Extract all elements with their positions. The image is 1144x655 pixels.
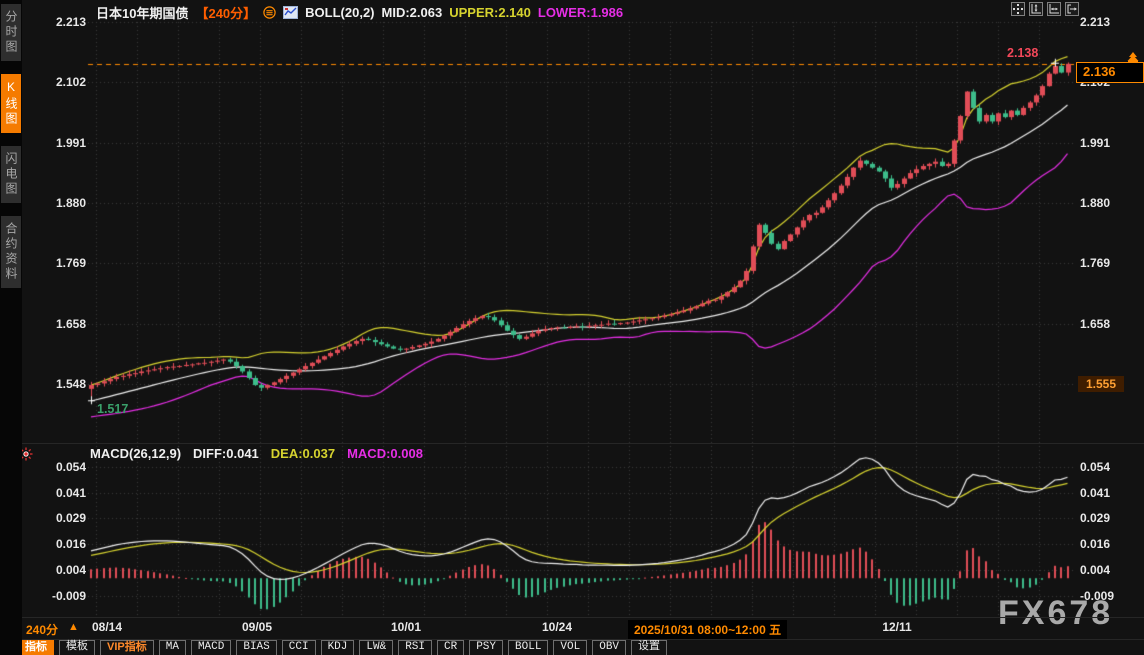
macd-axis-label-left: 0.004 [55, 562, 86, 577]
macd-axis-label-right: 0.054 [1080, 460, 1111, 474]
tab-OBV[interactable]: OBV [592, 639, 627, 655]
price-axis-label-right: 1.991 [1080, 135, 1111, 150]
macd-axis-label-right: 0.041 [1080, 485, 1111, 500]
high-price-label: 2.138 [1007, 46, 1039, 60]
tab-MA[interactable]: MA [158, 639, 186, 655]
mini-chart-icon[interactable] [283, 6, 299, 19]
tab-指标[interactable]: 指标 [18, 639, 54, 655]
tab-MACD[interactable]: MACD [190, 639, 232, 655]
panel-divider [22, 443, 1144, 444]
tab-模板[interactable]: 模板 [59, 639, 95, 655]
exit-icon[interactable] [1065, 2, 1079, 16]
macd-indicator-label: MACD(26,12,9) [90, 446, 182, 461]
price-axis-label-right: 1.769 [1080, 256, 1111, 271]
tab-RSI[interactable]: RSI [398, 639, 432, 655]
tab-BOLL[interactable]: BOLL [508, 639, 549, 655]
tab-PSY[interactable]: PSY [469, 639, 504, 655]
macd-axis-label-right: 0.029 [1080, 511, 1111, 526]
macd-axis-label-right: 0.004 [1080, 562, 1111, 577]
macd-axis-label-left: 0.016 [55, 537, 86, 552]
boll-mid-value: MID:2.063 [381, 5, 443, 20]
sidebar-item-K线图[interactable]: K线图 [1, 74, 21, 133]
boll-upper-value: UPPER:2.140 [449, 5, 531, 20]
macd-axis-label-right: 0.016 [1080, 537, 1111, 552]
x-axis-tick-09/05: 09/05 [241, 620, 273, 634]
price-axis-label-left: 2.102 [55, 75, 86, 90]
price-axis-label-left: 1.991 [55, 135, 86, 150]
macd-axis-label-left: -0.009 [51, 588, 86, 603]
circle-menu-icon[interactable] [263, 6, 276, 19]
price-axis-label-left: 1.769 [55, 256, 86, 271]
period-label: 【240分】 [195, 6, 257, 21]
tab-设置[interactable]: 设置 [631, 639, 668, 655]
boll-indicator-label: BOLL(20,2) [305, 5, 375, 20]
price-axis-label-left: 2.213 [55, 15, 86, 29]
tab-LW&[interactable]: LW& [359, 639, 394, 655]
tab-CCI[interactable]: CCI [281, 639, 316, 655]
session-highlight-label: 2025/10/31 08:00~12:00 五 [628, 620, 788, 639]
price-axis-label-right: 1.880 [1080, 195, 1111, 210]
fit-x-axis-icon[interactable] [1047, 2, 1061, 16]
tab-CR[interactable]: CR [437, 639, 465, 655]
macd-diff-value: DIFF:0.041 [193, 446, 259, 461]
window-controls [1011, 2, 1079, 16]
price-axis-label-left: 1.548 [55, 376, 86, 391]
axis-divider [22, 617, 1144, 618]
sidebar-item-合约资料[interactable]: 合约资料 [1, 216, 21, 288]
macd-axis-label-right: -0.009 [1080, 588, 1115, 603]
price-anchor-icon [1126, 50, 1140, 68]
sidebar-item-分时图[interactable]: 分时图 [1, 4, 21, 61]
macd-hist-value: MACD:0.008 [347, 446, 423, 461]
price-axis-label-left: 1.880 [55, 195, 86, 210]
chart-header: 日本10年期国债 【240分】 BOLL(20,2) MID:2.063 UPP… [96, 3, 623, 22]
price-axis-label-right: 1.658 [1080, 316, 1111, 331]
move-icon[interactable] [1011, 2, 1025, 16]
tab-VIP指标[interactable]: VIP指标 [100, 639, 154, 655]
macd-axis-label-left: 0.041 [55, 485, 86, 500]
chart-type-sidebar: 分时图 K线图闪电图合约资料 [0, 0, 22, 655]
tab-VOL[interactable]: VOL [553, 639, 588, 655]
boll-lower-value: LOWER:1.986 [537, 5, 624, 20]
fit-y-axis-icon[interactable] [1029, 2, 1043, 16]
indicator-toolbar: 指标 模板 VIP指标 MA MACD BIAS CCI KDJ LW& RSI CR PSY BOLL… [18, 639, 668, 655]
x-axis-tick-08/14: 08/14 [91, 620, 123, 634]
period-dropdown-arrow-icon[interactable]: ▲ [68, 621, 79, 633]
macd-axis-label-left: 0.054 [55, 460, 86, 474]
watermark: FX678 [998, 594, 1114, 632]
period-selector[interactable]: 240分 [26, 623, 59, 637]
x-axis-tick-10/01: 10/01 [390, 620, 422, 634]
macd-axis-label-left: 0.029 [55, 511, 86, 526]
tab-KDJ[interactable]: KDJ [320, 639, 355, 655]
tab-BIAS[interactable]: BIAS [236, 639, 277, 655]
sidebar-item-闪电图[interactable]: 闪电图 [1, 146, 21, 203]
low-price-label: 1.517 [97, 402, 129, 416]
price-axis-label-left: 1.658 [55, 316, 86, 331]
macd-dea-value: DEA:0.037 [270, 446, 336, 461]
x-axis-tick-10/24: 10/24 [541, 620, 573, 634]
x-axis-tick-12/11: 12/11 [882, 620, 912, 634]
ref-price-badge: 1.555 [1078, 376, 1124, 392]
macd-header: MACD(26,12,9) DIFF:0.041 DEA:0.037 MACD:… [90, 446, 423, 461]
symbol-title: 日本10年期国债 [96, 6, 189, 21]
price-axis-label-right: 2.213 [1080, 15, 1111, 29]
